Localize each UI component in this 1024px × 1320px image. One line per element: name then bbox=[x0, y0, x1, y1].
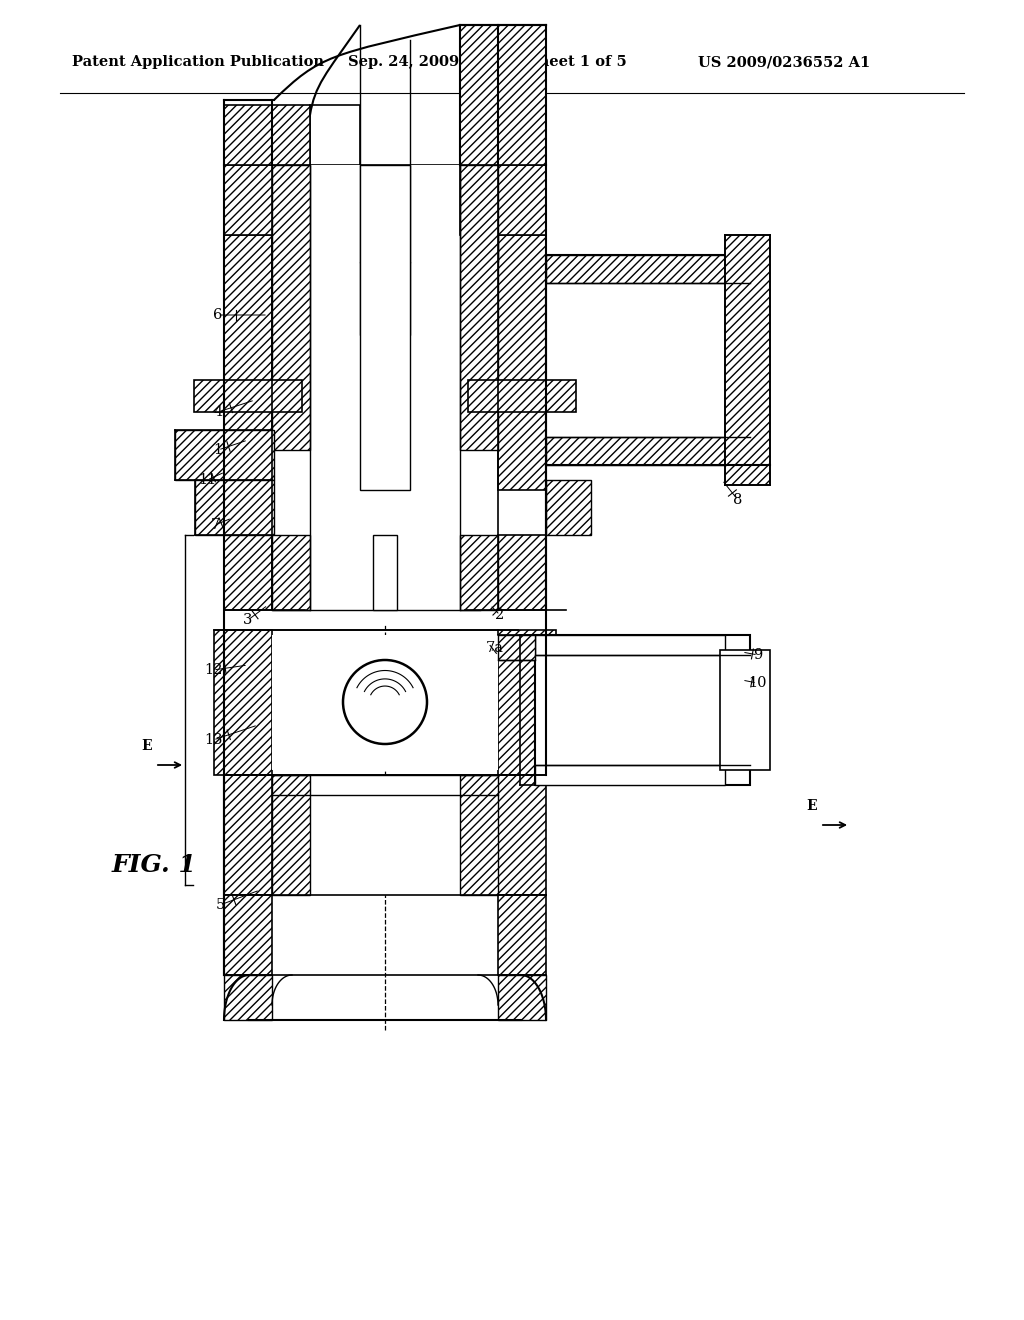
Bar bbox=[360, 261, 410, 335]
Bar bbox=[214, 630, 272, 775]
Text: 13: 13 bbox=[204, 733, 222, 747]
Bar bbox=[484, 165, 498, 261]
Bar bbox=[498, 165, 546, 490]
Bar bbox=[546, 255, 725, 282]
Bar bbox=[310, 775, 460, 895]
Bar bbox=[498, 975, 546, 1020]
Bar bbox=[498, 635, 535, 660]
Bar bbox=[310, 535, 460, 610]
Bar bbox=[535, 635, 725, 655]
Text: 9: 9 bbox=[754, 648, 763, 663]
Bar bbox=[224, 165, 272, 235]
Bar bbox=[310, 165, 460, 235]
Text: 4: 4 bbox=[213, 405, 222, 418]
Text: 6: 6 bbox=[213, 308, 222, 322]
Bar bbox=[272, 775, 310, 895]
Bar bbox=[498, 535, 546, 610]
Circle shape bbox=[343, 660, 427, 744]
Bar bbox=[498, 775, 546, 895]
Bar bbox=[373, 535, 397, 610]
Bar bbox=[224, 535, 272, 610]
Bar bbox=[498, 165, 546, 235]
Bar bbox=[310, 106, 360, 165]
Text: 5: 5 bbox=[215, 898, 224, 912]
Bar bbox=[360, 165, 410, 490]
Bar bbox=[194, 380, 302, 412]
Bar bbox=[460, 165, 498, 450]
Text: 12: 12 bbox=[204, 663, 222, 677]
Bar bbox=[720, 649, 770, 770]
Bar bbox=[725, 235, 770, 484]
Bar bbox=[460, 25, 546, 165]
Bar bbox=[546, 480, 591, 535]
Bar bbox=[460, 165, 546, 235]
Bar bbox=[546, 255, 750, 465]
Bar bbox=[272, 535, 310, 610]
Text: 11: 11 bbox=[198, 473, 216, 487]
Text: E: E bbox=[807, 799, 817, 813]
Bar bbox=[460, 535, 498, 610]
Text: US 2009/0236552 A1: US 2009/0236552 A1 bbox=[698, 55, 870, 69]
Text: Sheet 1 of 5: Sheet 1 of 5 bbox=[528, 55, 627, 69]
Bar bbox=[546, 437, 725, 465]
Bar bbox=[272, 165, 310, 450]
Bar bbox=[310, 165, 460, 490]
Bar bbox=[224, 975, 272, 1020]
Text: FIG. 1: FIG. 1 bbox=[112, 853, 197, 876]
Bar bbox=[224, 106, 310, 165]
Bar bbox=[498, 895, 546, 975]
Text: 7: 7 bbox=[210, 517, 219, 532]
Bar bbox=[498, 630, 556, 775]
Bar bbox=[224, 895, 272, 975]
Bar bbox=[272, 635, 498, 770]
Bar bbox=[460, 775, 498, 895]
Text: 3: 3 bbox=[244, 612, 253, 627]
Text: 7a: 7a bbox=[486, 642, 504, 655]
Bar bbox=[535, 635, 750, 785]
Bar bbox=[224, 165, 272, 490]
Text: Patent Application Publication: Patent Application Publication bbox=[72, 55, 324, 69]
Text: 8: 8 bbox=[733, 492, 742, 507]
Text: Sep. 24, 2009: Sep. 24, 2009 bbox=[348, 55, 459, 69]
Text: E: E bbox=[141, 739, 153, 752]
Bar bbox=[272, 165, 286, 261]
Bar bbox=[535, 766, 725, 785]
Bar bbox=[468, 380, 575, 412]
Text: 1: 1 bbox=[213, 444, 222, 457]
Text: 2: 2 bbox=[496, 609, 505, 622]
Bar bbox=[195, 480, 274, 535]
Text: 10: 10 bbox=[748, 676, 766, 690]
Bar bbox=[175, 430, 274, 480]
Bar bbox=[224, 165, 310, 235]
Bar bbox=[224, 775, 272, 895]
